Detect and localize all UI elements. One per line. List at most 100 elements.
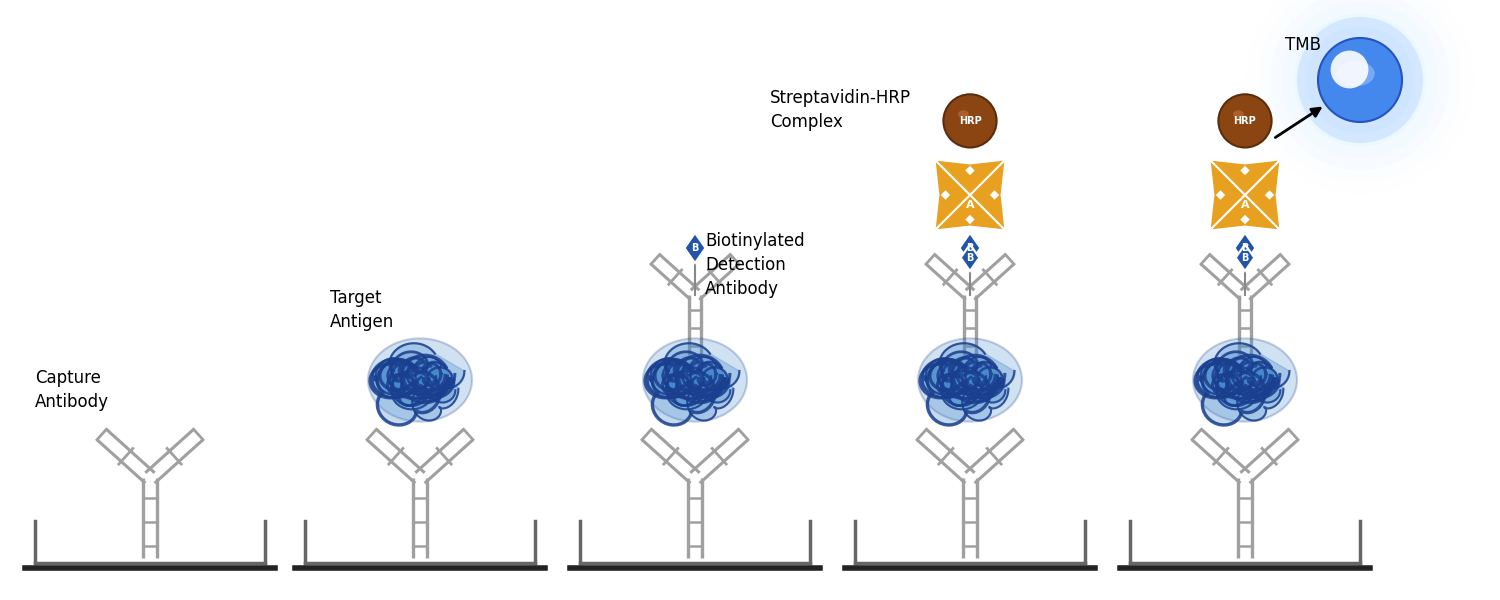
Polygon shape <box>945 170 980 205</box>
Polygon shape <box>1227 358 1266 391</box>
Polygon shape <box>1216 352 1275 406</box>
Polygon shape <box>1245 161 1278 194</box>
Polygon shape <box>387 363 447 398</box>
Ellipse shape <box>1233 110 1244 118</box>
Polygon shape <box>666 352 724 406</box>
Text: Biotinylated
Detection
Antibody: Biotinylated Detection Antibody <box>705 232 804 298</box>
Polygon shape <box>970 196 1004 229</box>
Polygon shape <box>936 196 969 229</box>
Polygon shape <box>938 374 993 396</box>
Polygon shape <box>392 371 456 409</box>
Text: Capture
Antibody: Capture Antibody <box>34 369 110 411</box>
Polygon shape <box>1212 363 1272 398</box>
Polygon shape <box>1240 375 1270 401</box>
Text: B: B <box>966 243 974 253</box>
Polygon shape <box>687 357 734 421</box>
Polygon shape <box>962 357 1008 421</box>
Polygon shape <box>1238 357 1284 421</box>
Text: Target
Antigen: Target Antigen <box>330 289 394 331</box>
Polygon shape <box>939 343 1014 399</box>
Polygon shape <box>1212 196 1245 229</box>
Polygon shape <box>676 358 716 391</box>
Circle shape <box>1218 94 1272 148</box>
Polygon shape <box>372 359 448 398</box>
Text: B: B <box>692 243 699 253</box>
Polygon shape <box>378 360 440 425</box>
Circle shape <box>1294 14 1426 146</box>
Text: A: A <box>1240 199 1250 209</box>
Polygon shape <box>1215 343 1290 399</box>
Polygon shape <box>648 359 723 398</box>
Polygon shape <box>1227 355 1275 403</box>
Polygon shape <box>402 358 441 391</box>
Polygon shape <box>680 367 728 390</box>
Polygon shape <box>645 364 729 398</box>
Ellipse shape <box>1336 61 1374 86</box>
Polygon shape <box>674 365 700 406</box>
Polygon shape <box>651 358 711 394</box>
Polygon shape <box>375 358 436 394</box>
Polygon shape <box>950 365 975 406</box>
Polygon shape <box>1196 364 1280 398</box>
Polygon shape <box>1245 196 1278 229</box>
Polygon shape <box>1221 170 1254 205</box>
Polygon shape <box>380 361 446 390</box>
Polygon shape <box>1224 365 1251 406</box>
Polygon shape <box>413 357 459 421</box>
Polygon shape <box>668 363 704 394</box>
Polygon shape <box>936 161 969 194</box>
Polygon shape <box>951 358 992 391</box>
Polygon shape <box>1197 359 1274 398</box>
Polygon shape <box>684 233 705 263</box>
Polygon shape <box>676 355 724 403</box>
Polygon shape <box>938 363 998 398</box>
Ellipse shape <box>368 338 472 422</box>
Circle shape <box>1330 50 1368 88</box>
Circle shape <box>1298 17 1424 143</box>
Polygon shape <box>966 375 996 401</box>
Polygon shape <box>663 363 723 398</box>
Polygon shape <box>1212 374 1269 396</box>
Polygon shape <box>416 375 446 401</box>
Polygon shape <box>942 371 1005 409</box>
Ellipse shape <box>918 338 1022 422</box>
Polygon shape <box>1218 363 1254 394</box>
Polygon shape <box>945 185 980 220</box>
Polygon shape <box>1200 358 1262 394</box>
Polygon shape <box>370 364 454 398</box>
Polygon shape <box>390 343 465 399</box>
Polygon shape <box>1232 366 1280 394</box>
Text: Streptavidin-HRP
Complex: Streptavidin-HRP Complex <box>770 89 910 131</box>
Polygon shape <box>1212 161 1245 194</box>
Polygon shape <box>1228 367 1278 390</box>
Polygon shape <box>682 366 730 394</box>
Polygon shape <box>690 375 720 401</box>
Polygon shape <box>1236 185 1269 220</box>
Text: B: B <box>966 253 974 263</box>
Polygon shape <box>960 170 994 205</box>
Text: TMB: TMB <box>1286 36 1322 54</box>
Polygon shape <box>399 365 426 406</box>
Polygon shape <box>926 358 986 394</box>
Text: B: B <box>1242 243 1248 253</box>
Polygon shape <box>663 374 718 396</box>
Polygon shape <box>970 161 1004 194</box>
Polygon shape <box>952 355 999 403</box>
Polygon shape <box>1236 170 1269 205</box>
Ellipse shape <box>958 110 969 118</box>
Ellipse shape <box>644 338 747 422</box>
Polygon shape <box>1203 360 1264 425</box>
Polygon shape <box>656 361 720 390</box>
Circle shape <box>1282 2 1438 158</box>
Ellipse shape <box>1192 338 1298 422</box>
Polygon shape <box>652 360 716 425</box>
Polygon shape <box>402 355 450 403</box>
Polygon shape <box>960 233 981 263</box>
Polygon shape <box>1234 233 1256 263</box>
Polygon shape <box>942 352 1000 406</box>
Polygon shape <box>957 366 1005 394</box>
Circle shape <box>1318 38 1402 122</box>
Polygon shape <box>392 352 450 406</box>
Polygon shape <box>393 363 429 394</box>
Polygon shape <box>920 364 1004 398</box>
